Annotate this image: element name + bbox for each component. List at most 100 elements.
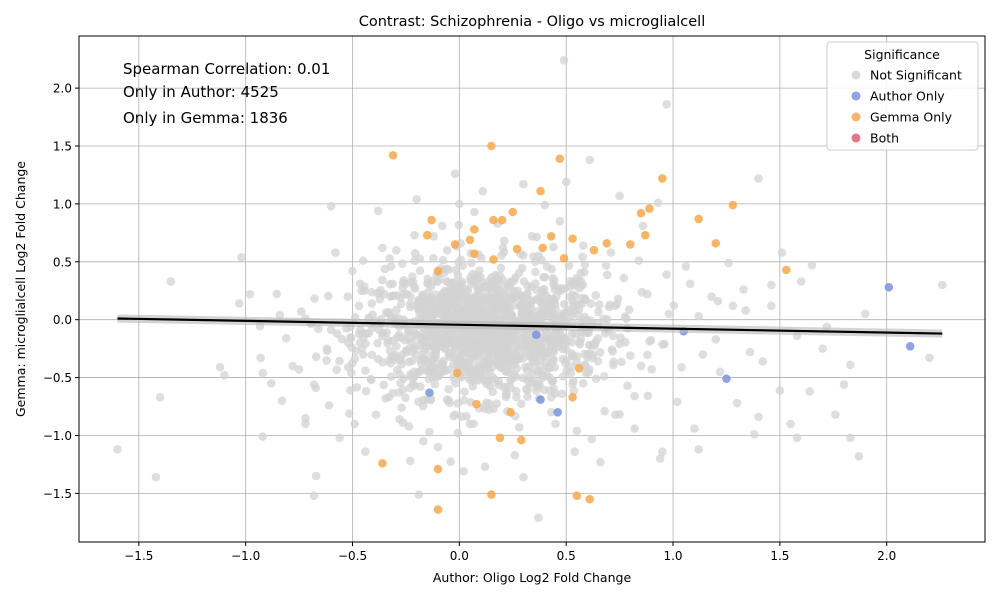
point-gemma-only <box>546 232 556 241</box>
point-gemma-only <box>625 240 635 249</box>
legend-label-both: Both <box>870 131 899 146</box>
point-not-significant <box>490 341 500 350</box>
chart-title: Contrast: Schizophrenia - Oligo vs micro… <box>359 14 706 30</box>
point-not-significant <box>335 356 344 366</box>
point-not-significant <box>658 447 667 456</box>
point-not-significant <box>379 380 389 390</box>
point-not-significant <box>664 309 674 319</box>
point-not-significant <box>460 387 469 396</box>
point-not-significant <box>622 314 631 324</box>
point-not-significant <box>431 290 440 299</box>
y-tick-label: 0.0 <box>53 313 72 327</box>
point-not-significant <box>559 56 569 65</box>
point-not-significant <box>508 301 518 310</box>
point-not-significant <box>540 272 550 282</box>
point-not-significant <box>366 374 376 384</box>
point-not-significant <box>391 246 401 255</box>
legend-marker-author-only <box>851 91 861 101</box>
point-author-only <box>425 388 434 397</box>
point-not-significant <box>442 277 451 286</box>
point-author-only <box>884 282 894 292</box>
point-not-significant <box>453 282 463 292</box>
point-not-significant <box>846 360 855 370</box>
point-not-significant <box>419 347 428 357</box>
point-not-significant <box>514 423 524 432</box>
legend-marker-gemma-only <box>851 112 861 122</box>
point-not-significant <box>542 262 552 271</box>
point-not-significant <box>519 472 528 482</box>
point-not-significant <box>410 230 419 240</box>
point-not-significant <box>595 348 605 357</box>
point-not-significant <box>495 271 505 280</box>
point-not-significant <box>616 333 625 342</box>
point-not-significant <box>517 399 526 409</box>
y-axis-label: Gemma: microglialcell Log2 Fold Change <box>13 161 28 417</box>
point-not-significant <box>470 207 479 217</box>
point-not-significant <box>360 286 369 295</box>
point-not-significant <box>519 179 528 189</box>
point-not-significant <box>566 292 575 301</box>
point-not-significant <box>514 268 524 278</box>
point-author-only <box>905 342 915 351</box>
y-tick-label: 1.5 <box>53 140 72 154</box>
point-not-significant <box>350 419 359 429</box>
point-not-significant <box>655 454 665 463</box>
point-not-significant <box>444 299 454 309</box>
point-not-significant <box>502 310 511 320</box>
point-not-significant <box>549 242 558 252</box>
point-not-significant <box>499 350 508 359</box>
point-not-significant <box>301 419 310 429</box>
point-not-significant <box>549 340 558 350</box>
x-tick-label: −0.5 <box>338 549 367 563</box>
point-not-significant <box>446 457 455 466</box>
point-not-significant <box>624 305 634 314</box>
point-not-significant <box>615 191 624 201</box>
point-not-significant <box>399 373 409 383</box>
point-not-significant <box>673 397 682 407</box>
point-not-significant <box>386 262 396 271</box>
point-not-significant <box>354 301 364 311</box>
point-gemma-only <box>536 186 545 196</box>
point-not-significant <box>343 292 353 301</box>
point-gemma-only <box>512 244 522 254</box>
point-not-significant <box>281 333 291 343</box>
point-not-significant <box>501 390 511 399</box>
y-tick-label: −1.5 <box>43 487 72 501</box>
point-not-significant <box>361 386 371 396</box>
point-not-significant <box>367 299 377 308</box>
point-not-significant <box>491 306 500 315</box>
point-not-significant <box>384 392 394 402</box>
point-not-significant <box>754 174 763 183</box>
point-not-significant <box>754 412 763 422</box>
point-not-significant <box>585 155 594 165</box>
point-not-significant <box>358 350 368 359</box>
point-not-significant <box>444 265 454 274</box>
point-not-significant <box>296 307 306 316</box>
point-not-significant <box>415 266 425 276</box>
point-not-significant <box>534 513 543 522</box>
point-not-significant <box>792 433 802 443</box>
point-not-significant <box>482 364 491 374</box>
point-not-significant <box>581 295 590 305</box>
point-not-significant <box>518 373 528 383</box>
point-gemma-only <box>422 230 432 240</box>
point-not-significant <box>713 296 723 306</box>
x-tick-label: −1.5 <box>124 549 153 563</box>
point-not-significant <box>467 258 476 268</box>
point-not-significant <box>580 312 589 322</box>
point-not-significant <box>245 289 255 299</box>
y-tick-label: 0.5 <box>53 255 72 269</box>
point-not-significant <box>375 289 385 298</box>
point-not-significant <box>707 292 716 301</box>
point-not-significant <box>288 361 297 371</box>
point-not-significant <box>775 386 785 395</box>
point-not-significant <box>453 399 462 408</box>
point-gemma-only <box>433 266 443 276</box>
point-not-significant <box>732 398 742 408</box>
point-not-significant <box>361 447 370 456</box>
point-not-significant <box>409 282 419 291</box>
point-not-significant <box>419 436 428 446</box>
point-not-significant <box>562 309 572 318</box>
point-not-significant <box>483 357 493 366</box>
point-not-significant <box>694 311 703 321</box>
